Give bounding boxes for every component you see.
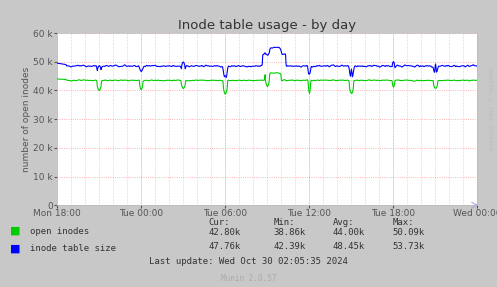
Text: Munin 2.0.57: Munin 2.0.57 [221,274,276,283]
Text: Last update: Wed Oct 30 02:05:35 2024: Last update: Wed Oct 30 02:05:35 2024 [149,257,348,266]
Text: ■: ■ [10,226,20,236]
Y-axis label: number of open inodes: number of open inodes [21,67,31,172]
Text: Avg:: Avg: [333,218,354,227]
Text: 53.73k: 53.73k [393,242,425,251]
Title: Inode table usage - by day: Inode table usage - by day [178,19,356,32]
Text: 48.45k: 48.45k [333,242,365,251]
Text: 50.09k: 50.09k [393,228,425,237]
Text: 47.76k: 47.76k [209,242,241,251]
Text: Max:: Max: [393,218,414,227]
Text: inode table size: inode table size [30,244,116,253]
Text: Cur:: Cur: [209,218,230,227]
Text: 42.80k: 42.80k [209,228,241,237]
Text: open inodes: open inodes [30,226,89,236]
Text: ■: ■ [10,243,20,253]
Text: 42.39k: 42.39k [273,242,306,251]
Text: Min:: Min: [273,218,295,227]
Text: RRDTOOL / TOBI OETIKER: RRDTOOL / TOBI OETIKER [487,68,492,150]
Text: 44.00k: 44.00k [333,228,365,237]
Text: 38.86k: 38.86k [273,228,306,237]
